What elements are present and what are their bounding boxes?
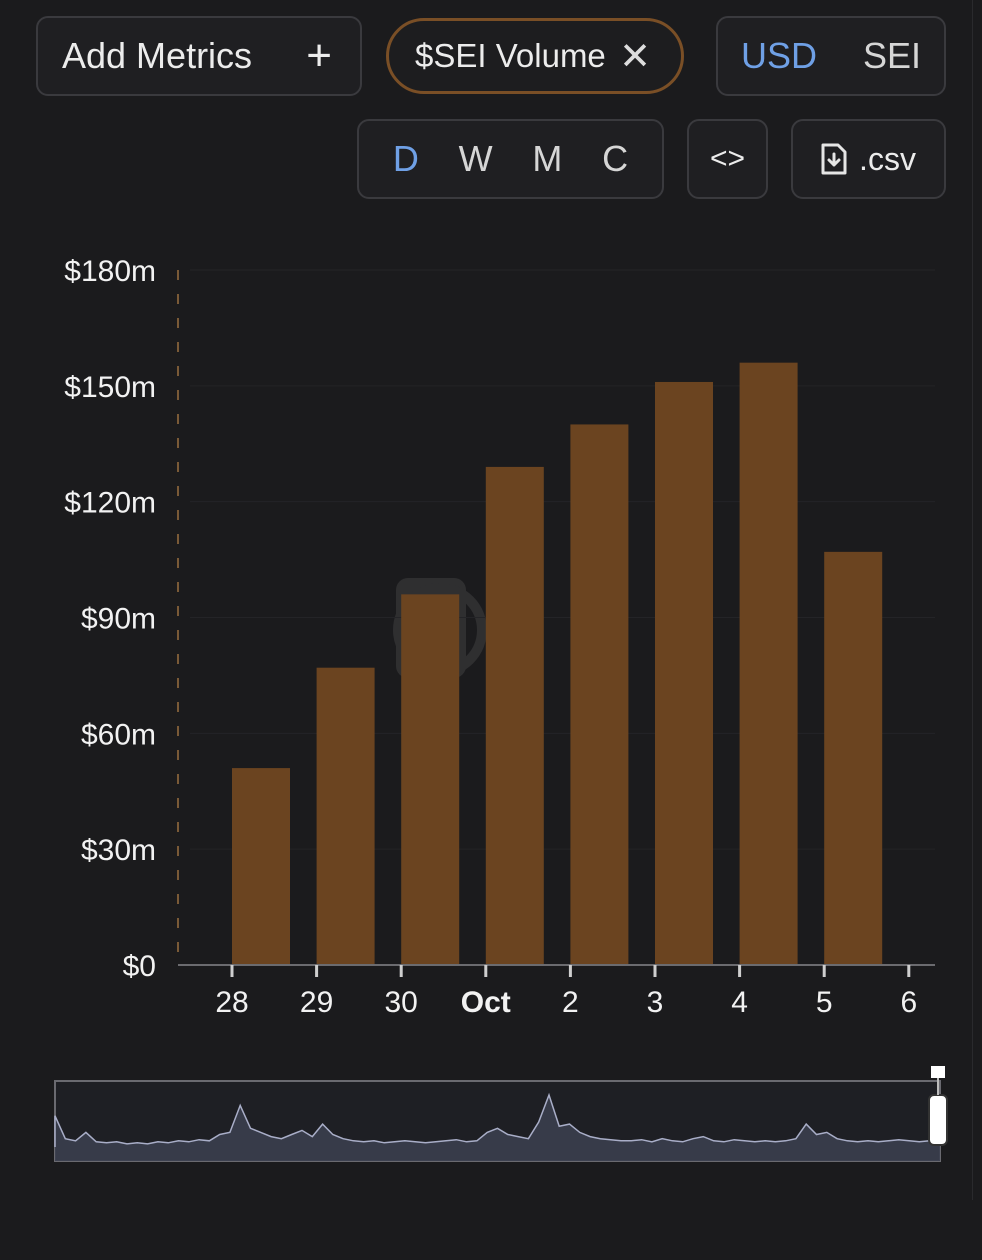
y-tick-label: $0 (123, 950, 156, 983)
bar[interactable] (739, 362, 798, 965)
currency-option-usd[interactable]: USD (740, 35, 817, 76)
period-option-m[interactable]: M (532, 138, 563, 179)
navigator-area (55, 1095, 940, 1161)
bar[interactable] (401, 594, 460, 965)
bar[interactable] (570, 424, 629, 965)
range-handle-grip[interactable] (931, 1066, 945, 1078)
plus-icon: + (306, 31, 332, 80)
navigator-line (54, 1092, 941, 1147)
x-tick-label: Oct (461, 986, 511, 1019)
add-metrics-label: Add Metrics (62, 35, 253, 76)
y-tick-label: $90m (81, 603, 156, 636)
y-tick-label: $60m (81, 718, 156, 751)
bar[interactable] (316, 667, 375, 965)
chart-panel: Add Metrics + $SEI Volume ✕ USD SEI D W … (36, 0, 973, 1200)
y-tick-label: $180m (64, 255, 156, 288)
currency-option-sei[interactable]: SEI (862, 35, 921, 76)
period-option-w[interactable]: W (458, 138, 493, 179)
volume-bar-chart: $0 $30m $60m $90m $120m $150m $180m 28 29 30 Oct 2 3… (54, 255, 948, 1162)
file-download-icon (821, 143, 847, 175)
y-tick-label: $30m (81, 834, 156, 867)
bar[interactable] (232, 768, 290, 965)
range-handle[interactable] (928, 1094, 948, 1146)
bar[interactable] (655, 381, 713, 965)
x-tick-label: 6 (900, 986, 917, 1019)
x-tick-label: 29 (300, 986, 333, 1019)
currency-toggle: USD SEI (716, 16, 946, 96)
code-icon: <> (709, 142, 746, 175)
y-tick-label: $150m (64, 371, 156, 404)
x-tick-label: 3 (647, 986, 664, 1019)
metric-chip-label: $SEI Volume (415, 37, 606, 74)
period-option-c[interactable]: C (602, 138, 629, 179)
close-icon[interactable]: ✕ (619, 36, 651, 78)
embed-button[interactable]: <> (687, 119, 768, 199)
csv-label: .csv (859, 140, 916, 177)
x-tick-label: 4 (731, 986, 748, 1019)
add-metrics-button[interactable]: Add Metrics + (36, 16, 362, 96)
x-tick-label: 28 (215, 986, 248, 1019)
y-tick-label: $120m (64, 487, 156, 520)
period-option-d[interactable]: D (392, 138, 419, 179)
download-csv-button[interactable]: .csv (791, 119, 946, 199)
x-tick-label: 2 (562, 986, 579, 1019)
bar[interactable] (485, 466, 544, 965)
x-tick-label: 30 (385, 986, 418, 1019)
period-toggle: D W M C (357, 119, 664, 199)
metric-chip-sei-volume[interactable]: $SEI Volume ✕ (386, 18, 684, 94)
x-tick-label: 5 (816, 986, 833, 1019)
bar[interactable] (824, 551, 883, 965)
